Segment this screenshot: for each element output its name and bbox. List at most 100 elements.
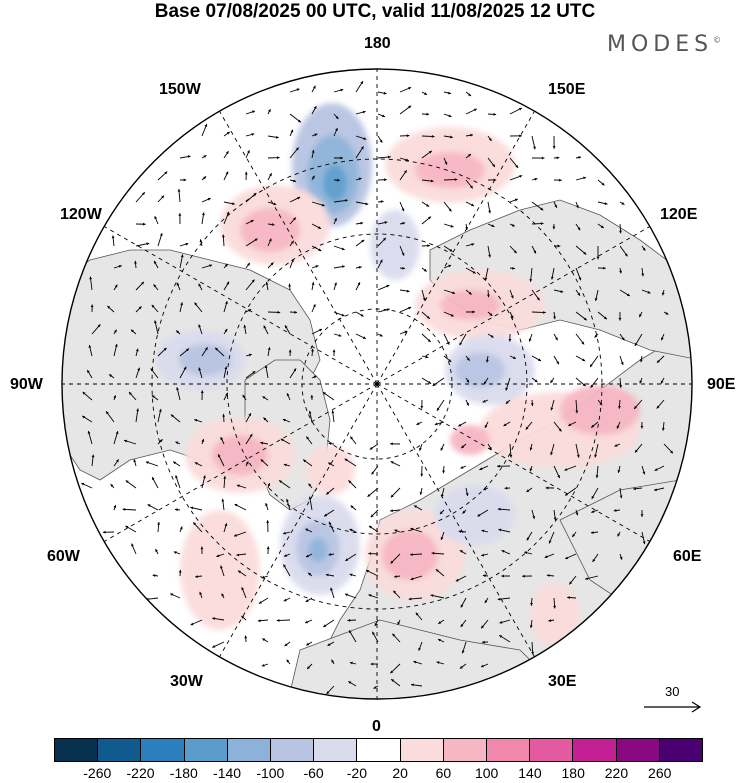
wind-arrow bbox=[377, 333, 383, 337]
wind-arrow bbox=[288, 349, 292, 357]
wind-arrow bbox=[113, 459, 120, 467]
wind-arrow bbox=[150, 368, 159, 379]
wind-arrow bbox=[106, 305, 115, 313]
wind-arrow bbox=[641, 289, 651, 294]
wind-arrow bbox=[368, 594, 379, 599]
wind-arrow bbox=[276, 619, 291, 622]
wind-arrow bbox=[498, 528, 511, 533]
wind-arrow bbox=[323, 509, 335, 517]
wind-arrow bbox=[509, 443, 513, 458]
wind-arrow bbox=[201, 438, 205, 445]
wind-arrow bbox=[223, 392, 229, 401]
wind-arrow bbox=[262, 638, 269, 643]
wind-arrow bbox=[590, 421, 599, 428]
wind-arrow bbox=[283, 553, 291, 557]
wind-arrow bbox=[437, 619, 445, 625]
wind-arrow bbox=[122, 507, 137, 511]
wind-arrow bbox=[465, 399, 470, 406]
wind-arrow bbox=[619, 223, 622, 234]
wind-arrow bbox=[397, 619, 401, 625]
anomaly-blob bbox=[305, 445, 355, 495]
colorbar-tick-label: -220 bbox=[126, 765, 155, 781]
wind-arrow bbox=[368, 525, 379, 533]
wind-arrow bbox=[399, 105, 412, 115]
wind-arrow bbox=[244, 171, 248, 181]
wind-arrow bbox=[617, 531, 621, 537]
wind-arrow bbox=[199, 239, 203, 247]
colorbar-ticks: -260 -220 -180 -140 -100 -60 -20 20 60 100 140 180 2… bbox=[54, 765, 703, 783]
wind-arrow bbox=[345, 553, 357, 562]
wind-arrow bbox=[289, 240, 295, 247]
wind-arrow bbox=[113, 395, 117, 401]
wind-arrow bbox=[241, 587, 247, 599]
wind-arrow bbox=[91, 324, 101, 335]
wind-arrow bbox=[509, 175, 523, 181]
wind-arrow bbox=[416, 421, 423, 426]
wind-arrow bbox=[113, 265, 122, 269]
wind-arrow bbox=[498, 634, 511, 643]
wind-arrow bbox=[289, 310, 298, 314]
wind-arrow bbox=[399, 266, 406, 270]
wind-arrow bbox=[465, 223, 469, 230]
wind-arrow bbox=[524, 551, 533, 555]
wind-arrow bbox=[509, 266, 516, 270]
wind-arrow bbox=[310, 394, 314, 401]
lon-label-180: 180 bbox=[364, 35, 391, 52]
globe-border bbox=[61, 68, 693, 700]
wind-arrow bbox=[408, 597, 423, 601]
wind-arrow bbox=[399, 245, 405, 256]
wind-arrow bbox=[552, 135, 556, 149]
colorbar-swatch bbox=[530, 739, 574, 761]
wind-arrow bbox=[108, 373, 115, 379]
lon-label-30e: 30E bbox=[548, 673, 577, 690]
wind-arrow bbox=[509, 311, 514, 319]
wind-arrow bbox=[505, 399, 511, 405]
wind-arrow bbox=[571, 531, 577, 538]
wind-arrow bbox=[151, 476, 159, 489]
wind-arrow bbox=[594, 289, 599, 302]
wind-arrow bbox=[355, 146, 364, 159]
wind-arrow bbox=[89, 276, 93, 291]
wind-arrow bbox=[201, 154, 207, 159]
wind-arrow bbox=[619, 333, 625, 341]
wind-arrow bbox=[201, 264, 213, 269]
wind-arrow bbox=[421, 91, 428, 96]
wind-arrow bbox=[504, 486, 511, 490]
wind-arrow bbox=[597, 223, 605, 229]
wind-arrow bbox=[421, 289, 426, 301]
wind-arrow bbox=[503, 421, 511, 427]
wind-arrow bbox=[526, 487, 533, 493]
wind-arrow bbox=[399, 86, 412, 93]
wind-arrow bbox=[157, 232, 163, 247]
wind-arrow bbox=[421, 150, 433, 159]
wind-arrow bbox=[591, 487, 599, 500]
colorbar-tick-label: -100 bbox=[256, 765, 285, 781]
wind-arrow bbox=[81, 482, 93, 489]
wind-vectors bbox=[81, 80, 674, 695]
wind-arrow bbox=[550, 399, 555, 411]
wind-arrow bbox=[267, 135, 279, 139]
wind-arrow bbox=[485, 355, 489, 363]
lon-label-120w: 120W bbox=[60, 206, 102, 223]
colorbar-swatch bbox=[141, 739, 185, 761]
wind-arrow bbox=[436, 399, 445, 412]
wind-arrow bbox=[440, 531, 445, 541]
wind-arrow bbox=[245, 308, 252, 313]
wind-arrow bbox=[443, 289, 456, 295]
wind-arrow bbox=[371, 465, 379, 475]
wind-arrow bbox=[617, 465, 621, 473]
wind-arrow bbox=[597, 201, 608, 205]
wind-arrow bbox=[575, 443, 580, 458]
wind-arrow bbox=[179, 178, 187, 182]
wind-arrow bbox=[638, 311, 643, 318]
wind-arrow bbox=[200, 390, 204, 401]
anomaly-blob bbox=[370, 210, 420, 280]
wind-arrow bbox=[125, 525, 137, 533]
wind-arrow bbox=[289, 147, 300, 159]
wind-arrow bbox=[198, 324, 203, 335]
wind-arrow bbox=[505, 377, 511, 391]
wind-arrow bbox=[245, 461, 249, 467]
wind-arrow bbox=[282, 418, 291, 423]
wind-arrow bbox=[663, 443, 674, 454]
lon-label-120e: 120E bbox=[660, 206, 698, 223]
